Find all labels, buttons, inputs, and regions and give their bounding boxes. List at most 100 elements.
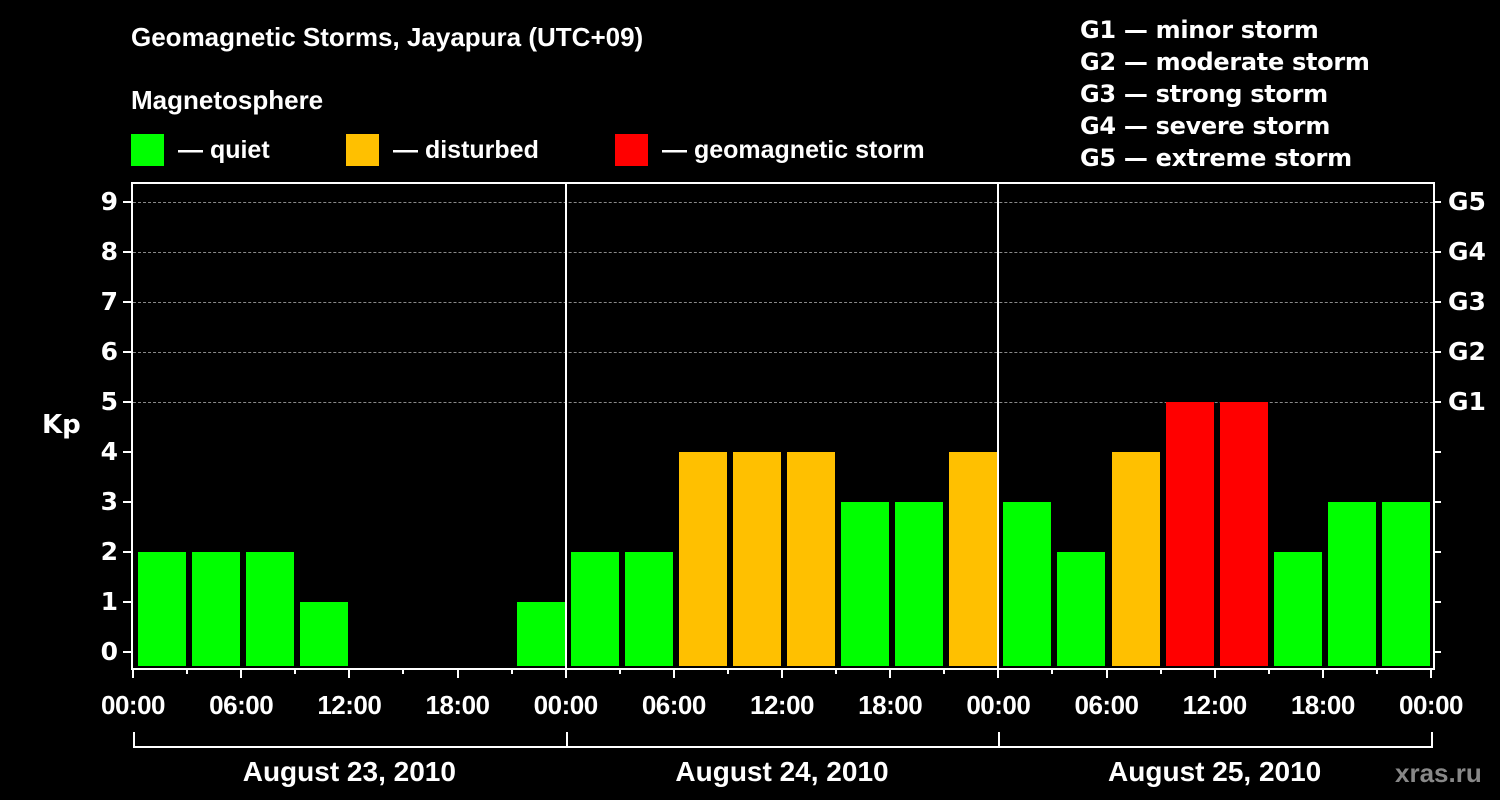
x-tick xyxy=(240,668,243,678)
g-scale-label: G5 xyxy=(1448,187,1486,216)
gridline xyxy=(133,352,1433,353)
kp-bar xyxy=(1273,552,1322,666)
kp-bar xyxy=(841,502,890,666)
kp-bar xyxy=(1111,452,1160,666)
y-tick xyxy=(123,301,131,303)
x-tick-label: 06:00 xyxy=(641,690,707,720)
kp-bar xyxy=(300,602,349,666)
y-tick-label: 1 xyxy=(100,587,118,616)
kp-bar xyxy=(895,502,944,666)
watermark: xras.ru xyxy=(1395,758,1482,788)
legend-item-quiet: — quiet xyxy=(131,134,270,166)
day-separator xyxy=(564,184,567,668)
y-tick-label: 8 xyxy=(100,237,118,266)
x-tick xyxy=(835,668,838,674)
x-tick xyxy=(997,668,1000,678)
kp-bar xyxy=(1165,402,1214,666)
plot-area xyxy=(131,182,1435,670)
right-y-tick xyxy=(1433,651,1441,653)
chart-title: Geomagnetic Storms, Jayapura (UTC+09) xyxy=(131,22,644,52)
x-tick xyxy=(456,668,459,678)
day-bracket xyxy=(134,746,1432,748)
kp-bar xyxy=(949,452,998,666)
gridline xyxy=(133,202,1433,203)
g-legend-g4: G4 — severe storm xyxy=(1080,112,1331,140)
day-label: August 23, 2010 xyxy=(242,756,456,787)
kp-bar xyxy=(138,552,187,666)
x-tick-label: 00:00 xyxy=(101,690,166,720)
x-tick xyxy=(726,668,729,674)
y-tick xyxy=(123,251,131,253)
kp-bar xyxy=(192,552,241,666)
legend-label: — geomagnetic storm xyxy=(662,135,925,164)
g-scale-label: G1 xyxy=(1448,387,1486,416)
right-y-tick xyxy=(1433,301,1441,303)
g-legend-g5: G5 — extreme storm xyxy=(1080,144,1352,172)
g-scale-label: G4 xyxy=(1448,237,1486,266)
x-tick-label: 18:00 xyxy=(858,690,923,720)
day-bracket-tick xyxy=(998,732,1001,748)
day-label: August 24, 2010 xyxy=(675,756,889,787)
kp-bar xyxy=(1057,552,1106,666)
right-y-tick xyxy=(1433,451,1441,453)
right-y-tick xyxy=(1433,251,1441,253)
y-tick-label: 7 xyxy=(100,287,118,316)
y-axis-title: Kp xyxy=(42,410,81,440)
y-tick xyxy=(123,551,131,553)
y-tick xyxy=(123,401,131,403)
kp-bar xyxy=(1219,402,1268,666)
y-tick-label: 0 xyxy=(100,637,118,666)
x-tick xyxy=(564,668,567,678)
right-y-tick xyxy=(1433,351,1441,353)
legend-label: — disturbed xyxy=(393,135,539,164)
storm-swatch-icon xyxy=(615,134,648,166)
day-separator xyxy=(997,184,1000,668)
quiet-swatch-icon xyxy=(131,134,164,166)
x-tick xyxy=(618,668,621,674)
x-tick xyxy=(889,668,892,678)
y-tick xyxy=(123,651,131,653)
kp-bar xyxy=(1381,502,1430,666)
day-label: August 25, 2010 xyxy=(1108,756,1322,787)
x-tick xyxy=(510,668,513,674)
x-tick xyxy=(402,668,405,674)
y-tick-label: 2 xyxy=(100,537,118,566)
day-bracket-tick xyxy=(565,732,568,748)
y-tick xyxy=(123,351,131,353)
x-tick xyxy=(1321,668,1324,678)
kp-bar xyxy=(732,452,781,666)
y-tick-label: 6 xyxy=(100,337,118,366)
x-tick-label: 06:00 xyxy=(209,690,274,720)
x-tick-label: 18:00 xyxy=(425,690,491,720)
kp-bar xyxy=(570,552,619,666)
x-tick xyxy=(1213,668,1216,678)
y-tick-label: 9 xyxy=(100,187,118,216)
x-tick xyxy=(132,668,134,678)
disturbed-swatch-icon xyxy=(346,134,379,166)
gridline xyxy=(133,302,1433,303)
right-y-tick xyxy=(1433,201,1441,203)
y-tick xyxy=(123,201,131,203)
x-tick-label: 00:00 xyxy=(966,690,1031,720)
x-tick-label: 12:00 xyxy=(317,690,382,720)
g-scale-legend: G1 — minor storm G2 — moderate storm G3 … xyxy=(1080,14,1370,174)
legend-item-disturbed: — disturbed xyxy=(346,134,539,166)
x-tick-label: 00:00 xyxy=(533,690,599,720)
x-tick xyxy=(1375,668,1378,674)
legend-label: — quiet xyxy=(178,135,270,164)
x-tick-label: 12:00 xyxy=(1182,690,1248,720)
kp-bar xyxy=(787,452,836,666)
g-legend-g2: G2 — moderate storm xyxy=(1080,48,1370,76)
x-tick xyxy=(1267,668,1270,674)
right-y-tick xyxy=(1433,501,1441,503)
kp-bar xyxy=(678,452,727,666)
right-y-tick xyxy=(1433,551,1441,553)
kp-bar xyxy=(1327,502,1376,666)
day-bracket-tick xyxy=(1431,732,1433,748)
y-tick xyxy=(123,601,131,603)
y-tick xyxy=(123,501,131,503)
x-tick xyxy=(348,668,351,678)
y-tick-label: 3 xyxy=(100,487,118,516)
g-legend-g3: G3 — strong storm xyxy=(1080,80,1328,108)
gridline xyxy=(133,252,1433,253)
